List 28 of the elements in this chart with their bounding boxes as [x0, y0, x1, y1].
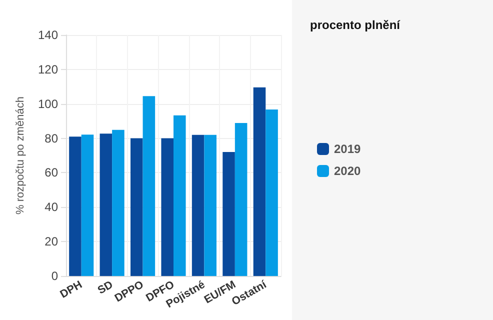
legend-label: 2020: [334, 164, 362, 178]
y-tick-label: 140: [38, 28, 58, 42]
bar: [253, 87, 266, 276]
bar: [266, 110, 278, 276]
bar: [192, 134, 204, 276]
bar: [222, 152, 235, 276]
bar: [142, 96, 156, 276]
bar: [234, 122, 248, 276]
y-tick-label: 0: [51, 269, 58, 283]
legend-label: 2019: [334, 142, 362, 156]
bar: [112, 130, 124, 276]
bar: [69, 136, 82, 276]
legend-title: procento plnění: [310, 18, 401, 32]
y-tick-label: 120: [38, 62, 58, 76]
y-axis-title: % rozpočtu po změnách: [14, 96, 26, 215]
bar: [100, 134, 112, 276]
bar: [81, 134, 94, 276]
y-tick-label: 60: [44, 166, 58, 180]
x-tick-label: SD: [96, 278, 116, 297]
x-tick-label: DPH: [58, 278, 84, 301]
y-tick-label: 40: [44, 200, 58, 214]
y-tick-label: 20: [44, 234, 58, 249]
bar: [130, 138, 143, 276]
bar: [161, 138, 174, 276]
y-tick-label: 80: [44, 131, 58, 146]
y-tick-label: 100: [38, 96, 58, 111]
bar: [174, 115, 186, 276]
bar: [204, 134, 216, 276]
